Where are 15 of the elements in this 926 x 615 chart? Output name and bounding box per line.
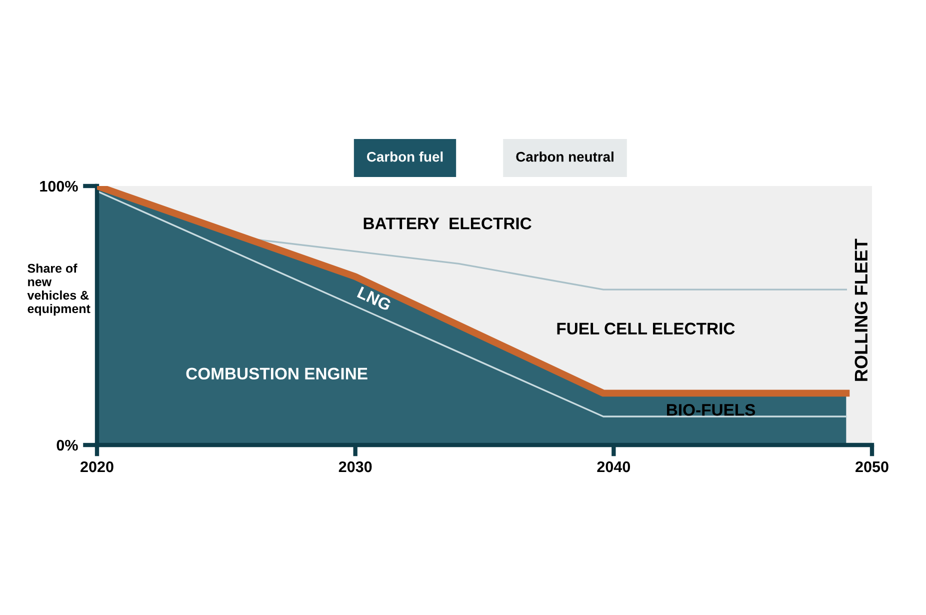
annotation: COMBUSTION ENGINE <box>186 368 368 380</box>
y-tick-label: 0% <box>56 440 78 451</box>
x-tick-label: 2020 <box>80 461 114 472</box>
annotation: ROLLING FLEET <box>854 238 868 381</box>
y-axis-title: Share of new vehicles & equipment <box>27 264 90 316</box>
y-tick-label: 100% <box>40 180 78 192</box>
annotation: LNG <box>356 286 392 312</box>
x-tick-label: 2050 <box>856 461 888 472</box>
annotation: BATTERY ELECTRIC <box>364 218 532 230</box>
text: Carbon neutral <box>516 152 614 162</box>
text: Carbon fuel <box>366 152 443 162</box>
annotation: BIO-FUELS <box>667 404 756 416</box>
x-tick-label: 2040 <box>597 461 630 472</box>
annotation: FUEL CELL ELECTRIC <box>557 322 735 334</box>
x-tick-label: 2030 <box>338 461 372 472</box>
